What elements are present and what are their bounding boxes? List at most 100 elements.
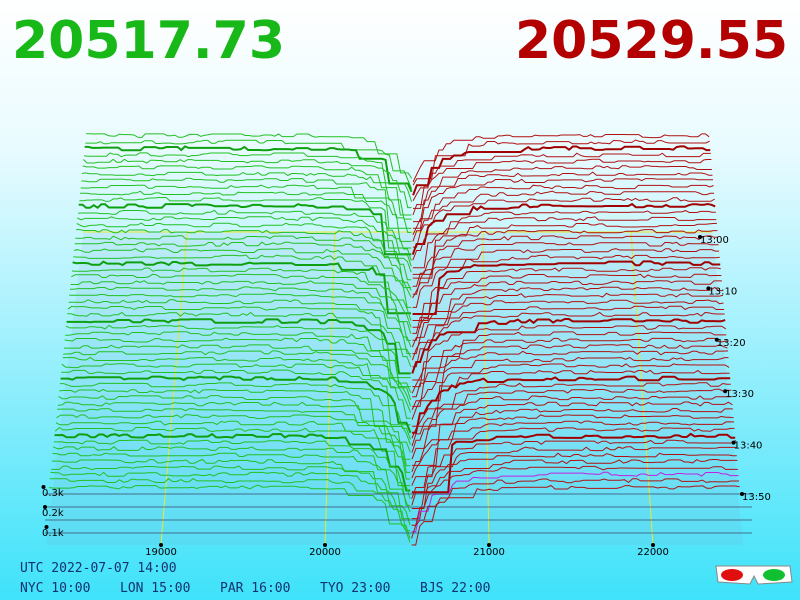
- volume-tick-label: 0.3k: [42, 488, 64, 499]
- ask-depth-line: [412, 222, 717, 275]
- ask-depth-line: [411, 478, 739, 539]
- ask-depth-line: [412, 344, 728, 398]
- ask-depth-line: [412, 197, 715, 248]
- utc-time: UTC 2022-07-07 14:00: [20, 561, 177, 576]
- bid-depth-line: [76, 229, 412, 281]
- ask-depth-line: [412, 248, 720, 299]
- bid-depth-line: [55, 420, 411, 480]
- price-tick-label: 21000: [473, 547, 505, 558]
- bid-depth-line: [82, 165, 412, 216]
- bid-depth-line: [67, 311, 412, 367]
- ask-depth-line: [411, 420, 735, 479]
- bid-depth-line: [57, 408, 411, 467]
- bid-depth-line: [62, 356, 412, 413]
- bid-depth-line: [61, 363, 411, 419]
- ask-depth-line: [412, 178, 713, 229]
- ask-depth-line: [412, 324, 727, 381]
- ask-depth-line: [412, 267, 721, 321]
- ask-depth-line: [411, 356, 729, 410]
- price-tick: [159, 543, 163, 547]
- bid-depth-line: [74, 241, 412, 291]
- bid-depth-line: [50, 471, 410, 532]
- bid-depth-line: [52, 452, 411, 513]
- ask-depth-line: [412, 254, 720, 308]
- price-tick-label: 22000: [637, 547, 669, 558]
- ask-depth-line: [412, 229, 718, 279]
- bid-depth-line: [54, 426, 411, 487]
- ask-depth-line: [411, 337, 728, 394]
- time-tick-label: 13:40: [734, 441, 763, 452]
- bid-depth-line: [51, 458, 411, 520]
- volume-tick: [43, 505, 47, 509]
- ask-depth-line: [411, 408, 733, 466]
- price-tick-label: 20000: [309, 547, 341, 558]
- bid-depth-line: [80, 184, 412, 233]
- bid-depth-line: [83, 158, 412, 209]
- ask-depth-line: [411, 446, 737, 506]
- ask-depth-line: [412, 311, 725, 368]
- ask-depth-line: [413, 158, 712, 209]
- volume-tick-label: 0.1k: [42, 528, 64, 539]
- price-grid-line: [630, 231, 654, 546]
- city-time: PAR 16:00: [220, 581, 290, 596]
- bid-depth-line: [59, 382, 411, 440]
- ask-depth-line: [412, 133, 710, 183]
- price-grid-line: [324, 231, 336, 546]
- bid-depth-line: [61, 369, 411, 426]
- bid-depth-line: [77, 209, 412, 261]
- bid-depth-line: [73, 248, 412, 298]
- bid-depth-line: [49, 484, 411, 543]
- time-tick: [731, 440, 736, 445]
- ask-depth-line: [411, 465, 738, 526]
- city-time: NYC 10:00: [20, 581, 90, 596]
- ask-depth-line: [412, 369, 730, 427]
- ask-depth-line: [412, 165, 712, 216]
- ask-depth-line: [411, 414, 734, 472]
- time-tick: [698, 235, 702, 239]
- ask-depth-line: [412, 331, 727, 388]
- bid-depth-line: [63, 350, 412, 407]
- ask-depth-line: [412, 260, 721, 315]
- volume-tick: [44, 525, 49, 529]
- time-tick-label: 13:30: [725, 389, 754, 400]
- price-tick: [323, 543, 327, 547]
- bid-depth-line: [63, 344, 412, 400]
- bid-depth-line: [77, 216, 412, 267]
- ask-depth-line: [412, 184, 714, 236]
- time-tick-label: 13:00: [700, 235, 729, 246]
- city-times: NYC 10:00 LON 15:00 PAR 16:00 TYO 23:00 BJS …: [20, 581, 490, 596]
- bid-depth-line: [57, 401, 411, 460]
- bid-depth-line: [51, 465, 411, 526]
- time-tick-label: 13:50: [742, 492, 771, 503]
- ask-depth-line: [411, 401, 733, 460]
- city-time: TYO 23:00: [320, 581, 390, 596]
- ask-depth-line: [412, 145, 711, 196]
- price-grid-line: [160, 231, 188, 546]
- bid-depth-line: [54, 432, 411, 492]
- ask-depth-line: [412, 273, 722, 328]
- bid-depth-line: [80, 190, 412, 242]
- ask-depth-line: [412, 350, 729, 407]
- time-tick-label: 13:10: [708, 286, 737, 297]
- bid-depth-line: [81, 177, 412, 229]
- ask-depth-line: [411, 427, 735, 486]
- ask-depth-line: [411, 459, 738, 520]
- ask-depth-line: [411, 305, 725, 361]
- price-tick-label: 19000: [145, 547, 177, 558]
- ask-depth-line: [411, 363, 730, 420]
- ask-depth-line: [412, 216, 717, 269]
- ask-depth-line: [411, 202, 716, 255]
- ask-depth-line: [412, 375, 731, 434]
- time-tick: [706, 286, 711, 291]
- ask-depth-line: [412, 299, 724, 355]
- bid-depth-line: [60, 375, 412, 434]
- bid-depth-line: [70, 280, 412, 334]
- time-tick-label: 13:20: [717, 338, 746, 349]
- ask-depth-line: [412, 286, 723, 341]
- ask-depth-line: [411, 484, 740, 546]
- price-grid-line: [482, 231, 490, 546]
- bid-depth-line: [64, 337, 412, 393]
- bid-depth-line: [76, 222, 412, 273]
- bid-depth-line: [65, 324, 411, 379]
